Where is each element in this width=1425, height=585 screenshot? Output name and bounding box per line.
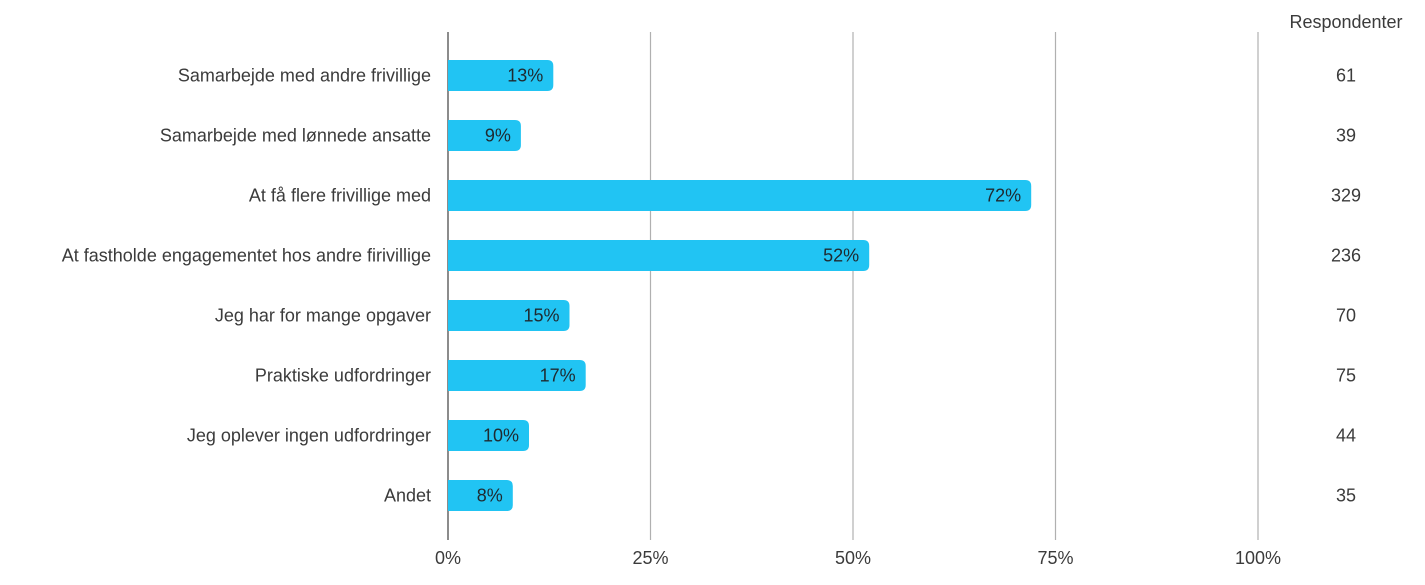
bar-value-label: 13%: [507, 66, 543, 86]
bar: [448, 480, 513, 511]
respondent-count: 236: [1331, 246, 1361, 266]
x-tick-label: 75%: [1037, 548, 1073, 568]
bar-value-label: 10%: [483, 426, 519, 446]
category-label: At fastholde engagementet hos andre firi…: [62, 246, 431, 266]
x-tick-label: 25%: [632, 548, 668, 568]
gridlines: [447, 32, 1259, 540]
category-label: Jeg har for mange opgaver: [215, 306, 431, 326]
category-label: Andet: [384, 486, 431, 506]
x-tick-label: 0%: [435, 548, 461, 568]
respondent-count: 35: [1336, 486, 1356, 506]
bar: [448, 360, 586, 391]
respondent-count: 329: [1331, 186, 1361, 206]
category-label: At få flere frivillige med: [249, 186, 431, 206]
bar-value-label: 9%: [485, 126, 511, 146]
bar: [448, 420, 529, 451]
respondents-header: Respondenter: [1289, 12, 1402, 32]
x-tick-label: 100%: [1235, 548, 1281, 568]
category-label: Jeg oplever ingen udfordringer: [187, 426, 431, 446]
respondent-count: 70: [1336, 306, 1356, 326]
bar-value-label: 17%: [540, 366, 576, 386]
respondent-count: 61: [1336, 66, 1356, 86]
category-label: Praktiske udfordringer: [255, 366, 431, 386]
bar: [448, 300, 570, 331]
bar-value-label: 72%: [985, 186, 1021, 206]
bar: [448, 120, 521, 151]
bar: [448, 240, 870, 271]
bar: [448, 180, 1032, 211]
category-labels: Samarbejde med andre frivillige Samarbejd…: [62, 66, 431, 506]
respondent-count: 75: [1336, 366, 1356, 386]
respondent-count: 39: [1336, 126, 1356, 146]
x-tick-label: 50%: [835, 548, 871, 568]
respondent-column: Respondenter 61 39 329 236 70 75 44 35: [1289, 12, 1402, 506]
category-label: Samarbejde med andre frivillige: [178, 66, 431, 86]
bar-value-label: 15%: [523, 306, 559, 326]
category-label: Samarbejde med lønnede ansatte: [160, 126, 431, 146]
bars: 13% 9% 72% 52% 15% 17% 10% 8%: [448, 60, 1032, 511]
bar: [448, 60, 554, 91]
bar-value-label: 8%: [477, 486, 503, 506]
bar-value-label: 52%: [823, 246, 859, 266]
x-axis-ticks: 0% 25% 50% 75% 100%: [435, 548, 1281, 568]
respondent-count: 44: [1336, 426, 1356, 446]
